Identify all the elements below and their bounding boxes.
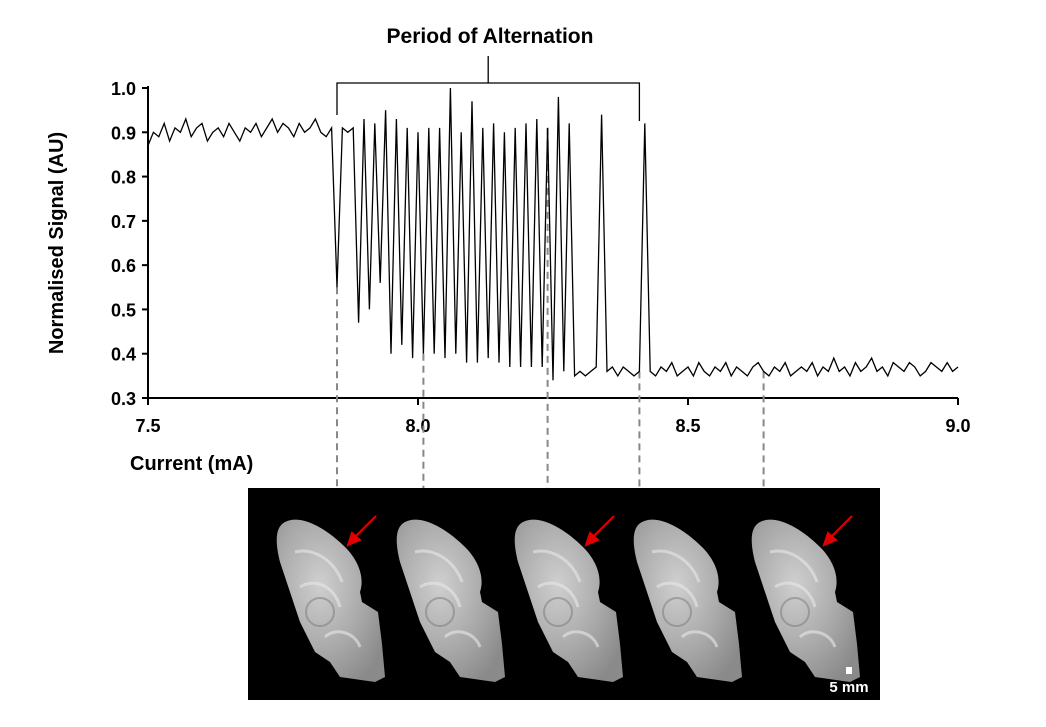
y-axis-label: Normalised Signal (AU) bbox=[46, 132, 68, 354]
scale-bar bbox=[846, 667, 852, 674]
y-tick-label: 0.8 bbox=[111, 168, 136, 188]
y-tick-label: 0.6 bbox=[111, 256, 136, 276]
y-tick-label: 0.7 bbox=[111, 212, 136, 232]
y-tick-label: 0.5 bbox=[111, 300, 136, 320]
scale-label: 5 mm bbox=[829, 679, 868, 696]
y-tick-label: 0.3 bbox=[111, 389, 136, 409]
signal-line bbox=[147, 87, 959, 381]
y-tick-label: 0.4 bbox=[111, 345, 136, 365]
image-panel: 5 mm bbox=[248, 488, 880, 700]
y-tick-label: 1.0 bbox=[111, 79, 136, 99]
x-tick-label: 7.5 bbox=[135, 416, 160, 436]
arrows bbox=[346, 515, 853, 547]
x-tick-label: 9.0 bbox=[945, 416, 970, 436]
chart-title: Period of Alternation bbox=[387, 25, 594, 48]
y-tick-label: 0.9 bbox=[111, 123, 136, 143]
x-axis-label: Current (mA) bbox=[130, 453, 253, 475]
x-tick-label: 8.5 bbox=[675, 416, 700, 436]
bracket bbox=[336, 56, 641, 121]
x-tick-label: 8.0 bbox=[405, 416, 430, 436]
